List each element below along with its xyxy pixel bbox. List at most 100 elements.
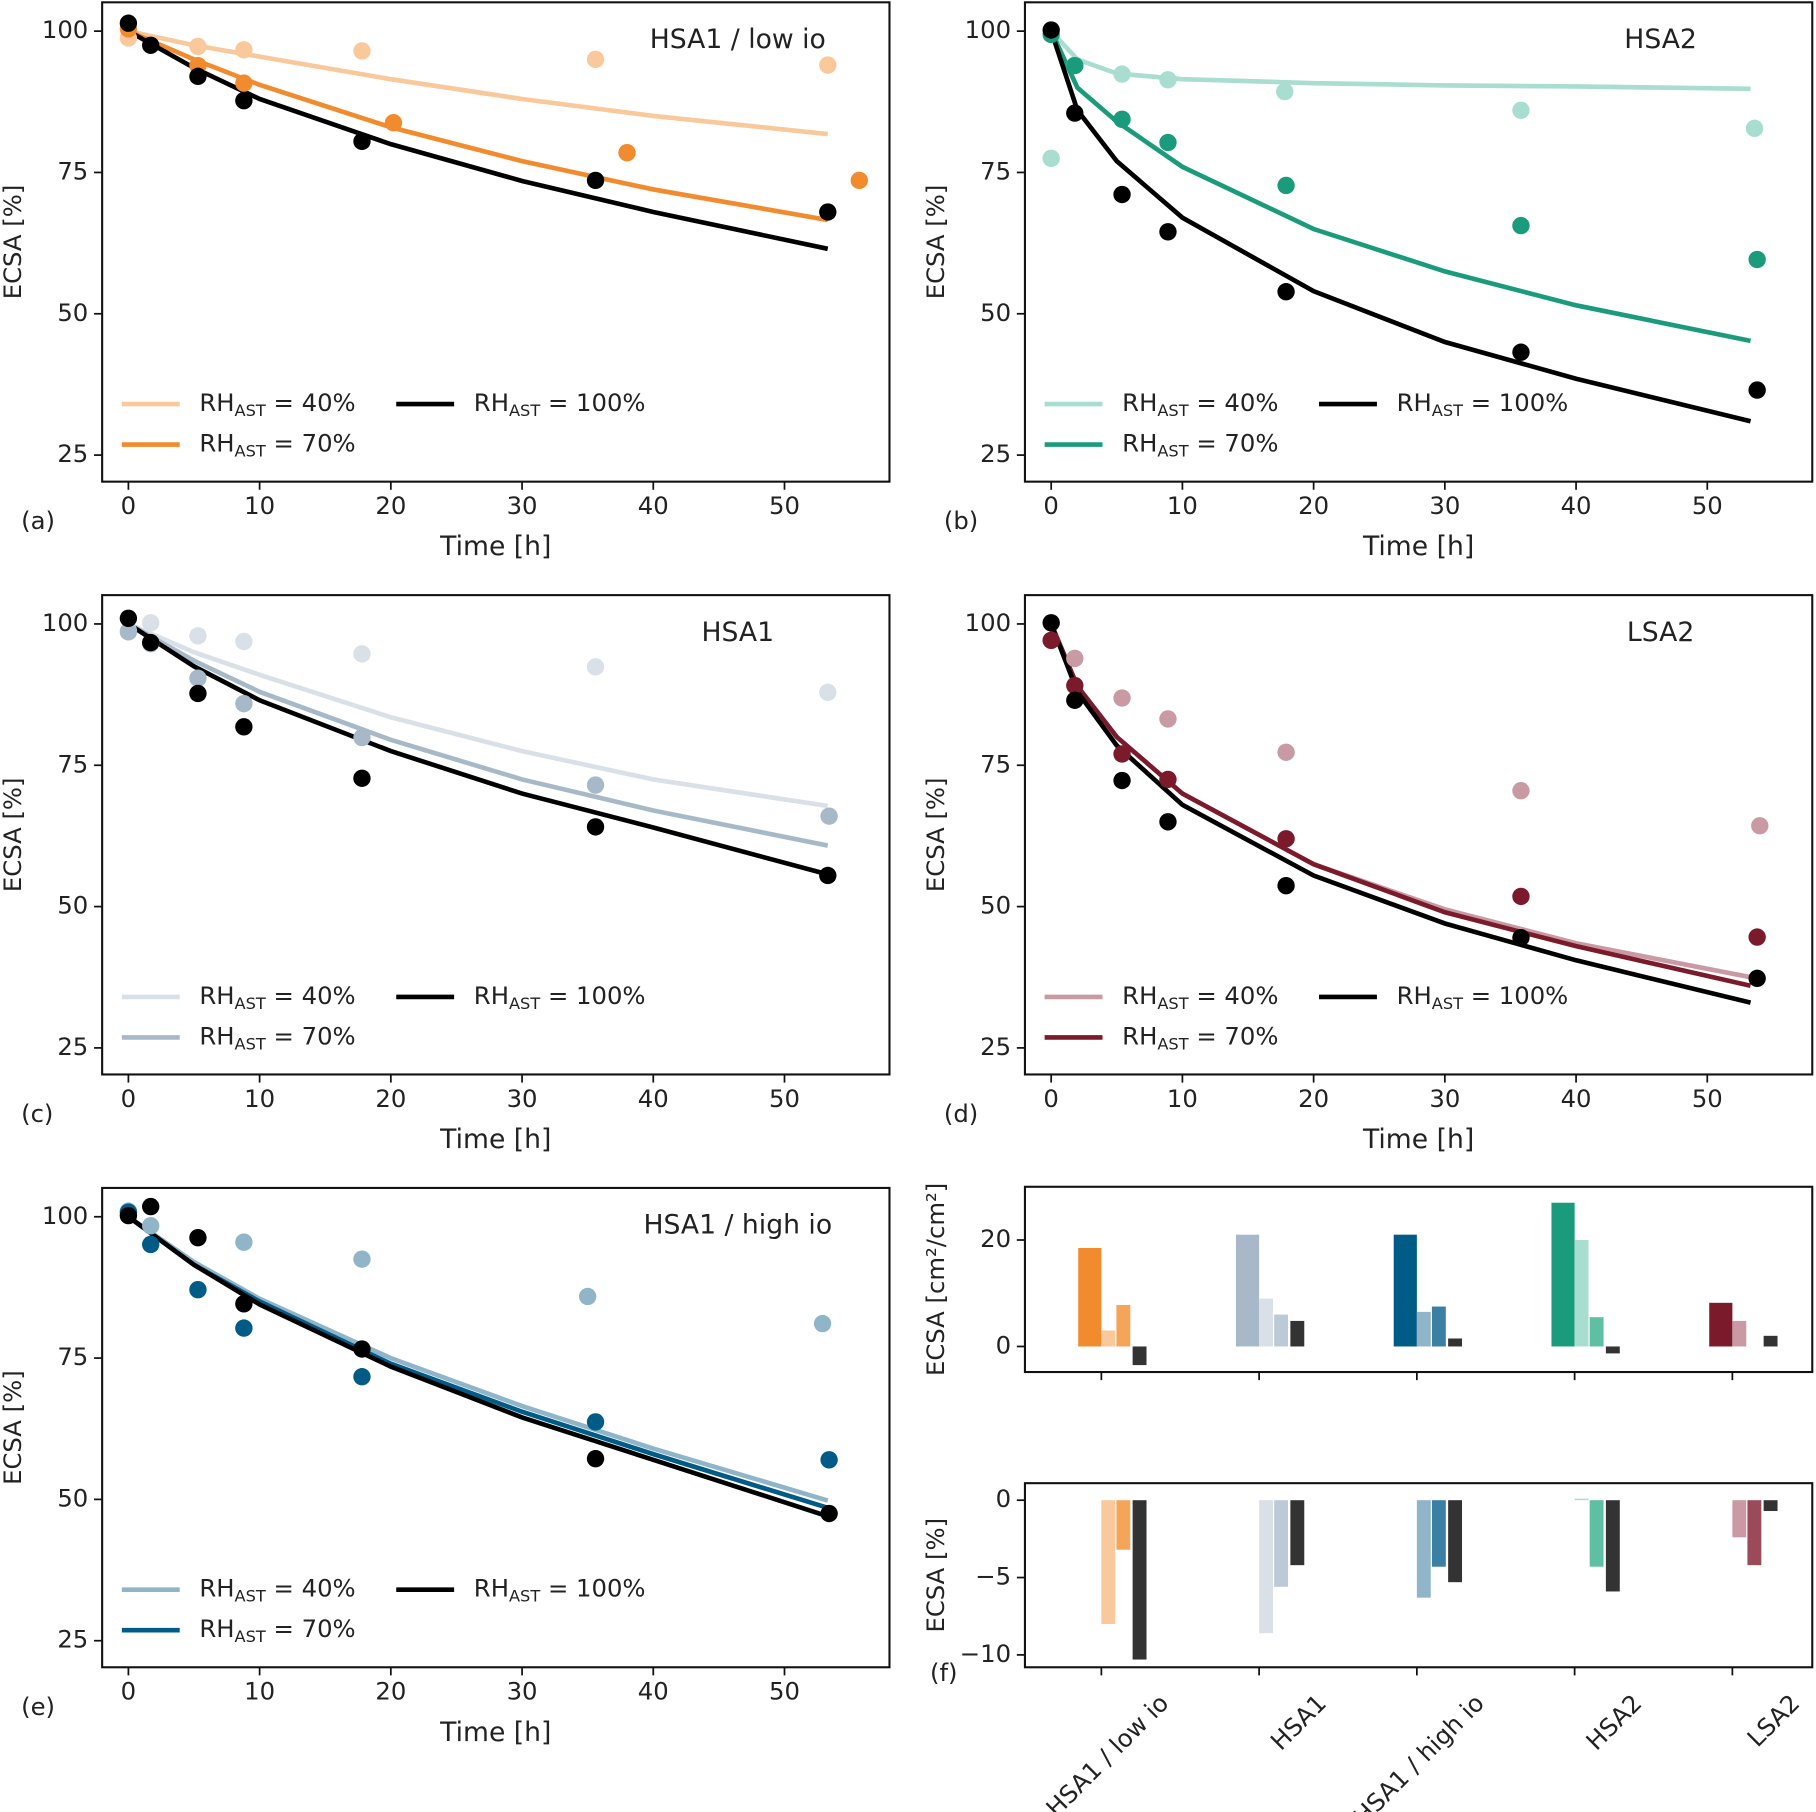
x-tick-label: 40 (638, 1084, 669, 1113)
y-tick-label: 75 (57, 156, 88, 185)
y-axis-label: ECSA [%] (921, 185, 950, 300)
bar (1416, 1500, 1431, 1598)
legend-label: RHAST = 40% (199, 1574, 355, 1605)
y-axis-label: ECSA [%] (0, 185, 27, 300)
data-point (1066, 676, 1084, 695)
data-point (1512, 928, 1530, 947)
x-tick-label: 30 (507, 1084, 538, 1113)
fit-line (127, 621, 829, 848)
data-point (189, 67, 207, 86)
panel-label: (c) (21, 1099, 53, 1128)
data-point (578, 1287, 597, 1306)
panel-title: HSA1 / high io (643, 1210, 832, 1241)
x-tick-label: 40 (638, 491, 669, 520)
x-tick-label: 10 (1167, 491, 1198, 520)
plot-frame (101, 1, 891, 483)
data-point (384, 114, 403, 132)
legend-label: RHAST = 40% (199, 388, 355, 419)
data-point (586, 50, 605, 69)
data-point (1748, 969, 1766, 988)
data-point (353, 769, 371, 787)
data-point (1159, 710, 1177, 728)
data-point (142, 1235, 160, 1254)
x-tick-label: 20 (1298, 1084, 1329, 1113)
y-tick-label: 75 (980, 749, 1011, 778)
data-point (235, 1295, 253, 1313)
bar (1732, 1500, 1747, 1538)
panel-label: (e) (21, 1692, 55, 1721)
panel-title: HSA1 (702, 617, 775, 648)
x-tick-label: 20 (375, 1677, 406, 1706)
data-point (1159, 813, 1177, 831)
fit-line (127, 1214, 829, 1511)
legend-label: RHAST = 70% (199, 429, 355, 460)
data-point (1113, 110, 1131, 129)
x-tick-label: 0 (121, 1677, 136, 1706)
data-point (1066, 104, 1084, 122)
data-point (1042, 631, 1060, 650)
bar (1393, 1234, 1417, 1347)
legend-label: RHAST = 100% (1397, 388, 1569, 419)
x-axis-label: Time [h] (439, 1124, 551, 1155)
data-point (189, 684, 207, 703)
fit-line (1049, 623, 1751, 980)
data-point (1159, 133, 1177, 152)
x-axis-label: Time [h] (1362, 1124, 1474, 1155)
data-point (235, 718, 253, 736)
plot-frame (101, 1186, 891, 1669)
data-point (353, 42, 371, 60)
panel-title: HSA2 (1624, 24, 1697, 55)
bar (1290, 1320, 1305, 1347)
bar (1589, 1317, 1604, 1347)
y-axis-label: ECSA [%] (921, 777, 950, 892)
data-point (1042, 21, 1060, 39)
data-point (586, 776, 605, 794)
panel-title: HSA1 / low io (650, 24, 826, 55)
y-tick-label: 25 (980, 439, 1011, 468)
x-tick-label: 50 (1692, 491, 1723, 520)
bar (1605, 1500, 1620, 1592)
data-point (189, 627, 207, 645)
y-tick-label: 50 (980, 891, 1011, 920)
data-point (1113, 65, 1131, 83)
panel-label: (f) (930, 1658, 958, 1687)
legend-label: RHAST = 70% (199, 1021, 355, 1052)
data-point (1113, 771, 1131, 790)
x-axis-label: Time [h] (439, 1717, 551, 1748)
x-tick-label: 50 (1692, 1084, 1723, 1113)
legend-label: RHAST = 100% (474, 981, 646, 1012)
fit-line (1049, 623, 1752, 1005)
bar (1116, 1500, 1131, 1550)
data-point (1159, 770, 1177, 789)
x-tick-label: 30 (1429, 1084, 1460, 1113)
legend-label: RHAST = 100% (1397, 981, 1569, 1012)
legend-label: RHAST = 100% (474, 1574, 646, 1605)
data-point (1066, 56, 1084, 75)
bar (1132, 1500, 1147, 1660)
data-point (1512, 216, 1530, 235)
legend-label: RHAST = 100% (474, 388, 646, 419)
y-tick-label: 100 (42, 15, 88, 44)
data-point (586, 171, 605, 190)
y-tick-label: 100 (42, 608, 88, 637)
data-point (1748, 381, 1766, 399)
data-point (353, 132, 371, 151)
bar (1709, 1302, 1733, 1347)
data-point (353, 1250, 371, 1268)
y-tick-label: 20 (980, 1224, 1011, 1253)
data-point (119, 623, 138, 641)
data-point (1512, 887, 1530, 906)
data-point (353, 645, 371, 663)
data-point (820, 1504, 838, 1523)
data-point (1113, 185, 1131, 204)
x-tick-label: 10 (244, 1084, 275, 1113)
fit-line (1049, 29, 1751, 92)
x-tick-label: 0 (1043, 491, 1058, 520)
y-tick-label: 25 (57, 1625, 88, 1654)
bar (1431, 1306, 1446, 1347)
bar (1274, 1500, 1289, 1587)
data-point (1042, 149, 1060, 168)
data-point (142, 1217, 160, 1235)
bar (1235, 1234, 1260, 1347)
y-tick-label: 50 (57, 1483, 88, 1512)
